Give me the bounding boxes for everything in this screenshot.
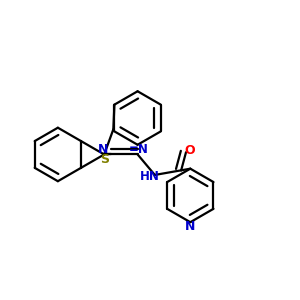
Text: N: N [98,143,108,156]
Text: N: N [185,220,196,233]
Text: =N: =N [128,142,148,156]
Text: HN: HN [140,170,159,183]
Text: O: O [184,144,195,157]
Text: S: S [100,153,109,166]
